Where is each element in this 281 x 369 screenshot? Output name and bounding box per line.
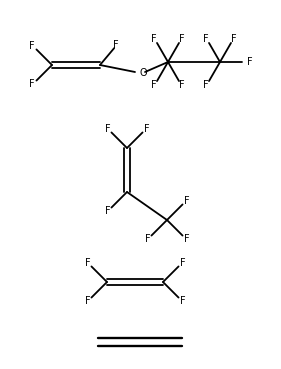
Text: F: F	[113, 40, 119, 50]
Text: F: F	[85, 296, 90, 306]
Text: F: F	[180, 296, 185, 306]
Text: F: F	[247, 57, 253, 67]
Text: F: F	[184, 196, 189, 206]
Text: F: F	[144, 124, 149, 134]
Text: F: F	[85, 258, 90, 268]
Text: F: F	[105, 206, 110, 215]
Text: O: O	[140, 68, 148, 78]
Text: F: F	[29, 79, 34, 89]
Text: F: F	[179, 80, 185, 90]
Text: F: F	[151, 80, 157, 90]
Text: F: F	[184, 234, 189, 244]
Text: F: F	[231, 34, 237, 44]
Text: F: F	[203, 34, 209, 44]
Text: F: F	[151, 34, 157, 44]
Text: F: F	[105, 124, 110, 134]
Text: F: F	[179, 34, 185, 44]
Text: F: F	[180, 258, 185, 268]
Text: F: F	[145, 234, 150, 244]
Text: F: F	[29, 41, 34, 51]
Text: F: F	[203, 80, 209, 90]
